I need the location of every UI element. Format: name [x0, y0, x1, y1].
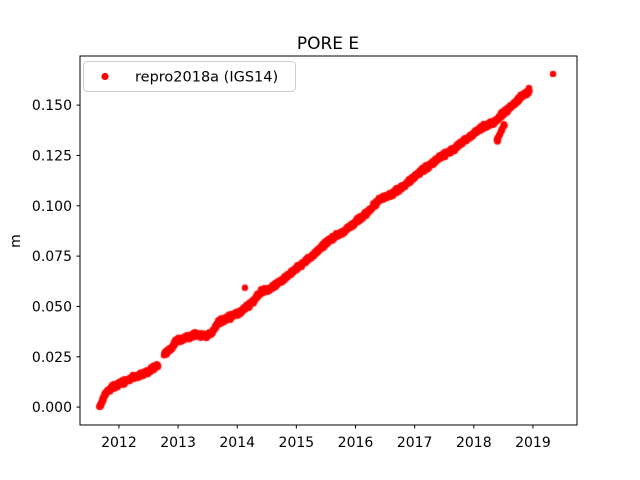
legend-label: repro2018a (IGS14) — [135, 70, 278, 86]
axes-frame — [79, 55, 578, 426]
y-tick-label-0.050: 0.050 — [32, 299, 72, 315]
legend: repro2018a (IGS14) — [83, 61, 296, 92]
x-tick-label-2015: 2015 — [279, 435, 315, 451]
x-tick-label-2019: 2019 — [515, 435, 551, 451]
y-tick-label-0.150: 0.150 — [32, 98, 72, 114]
chart-title: PORE E — [297, 34, 359, 54]
legend-box — [83, 61, 296, 92]
x-tick-label-2016: 2016 — [338, 435, 374, 451]
x-tick-label-2012: 2012 — [101, 435, 137, 451]
y-tick-label-0.125: 0.125 — [32, 148, 72, 164]
y-axis-ticks: 0.000 0.025 0.050 0.075 0.100 0.125 0.150 — [32, 98, 80, 416]
x-tick-label-2013: 2013 — [160, 435, 196, 451]
x-tick-label-2017: 2017 — [397, 435, 433, 451]
legend-marker-dot-icon — [101, 72, 109, 81]
x-tick-label-2018: 2018 — [456, 435, 492, 451]
y-tick-label-0.000: 0.000 — [32, 400, 72, 416]
y-tick-label-0.075: 0.075 — [32, 249, 72, 265]
y-tick-label-0.100: 0.100 — [32, 199, 72, 215]
y-tick-label-0.025: 0.025 — [32, 350, 72, 366]
y-axis-label: m — [8, 234, 24, 248]
x-tick-label-2014: 2014 — [219, 435, 255, 451]
x-axis-ticks: 2012 2013 2014 2015 2016 2017 2018 2019 — [101, 425, 551, 451]
